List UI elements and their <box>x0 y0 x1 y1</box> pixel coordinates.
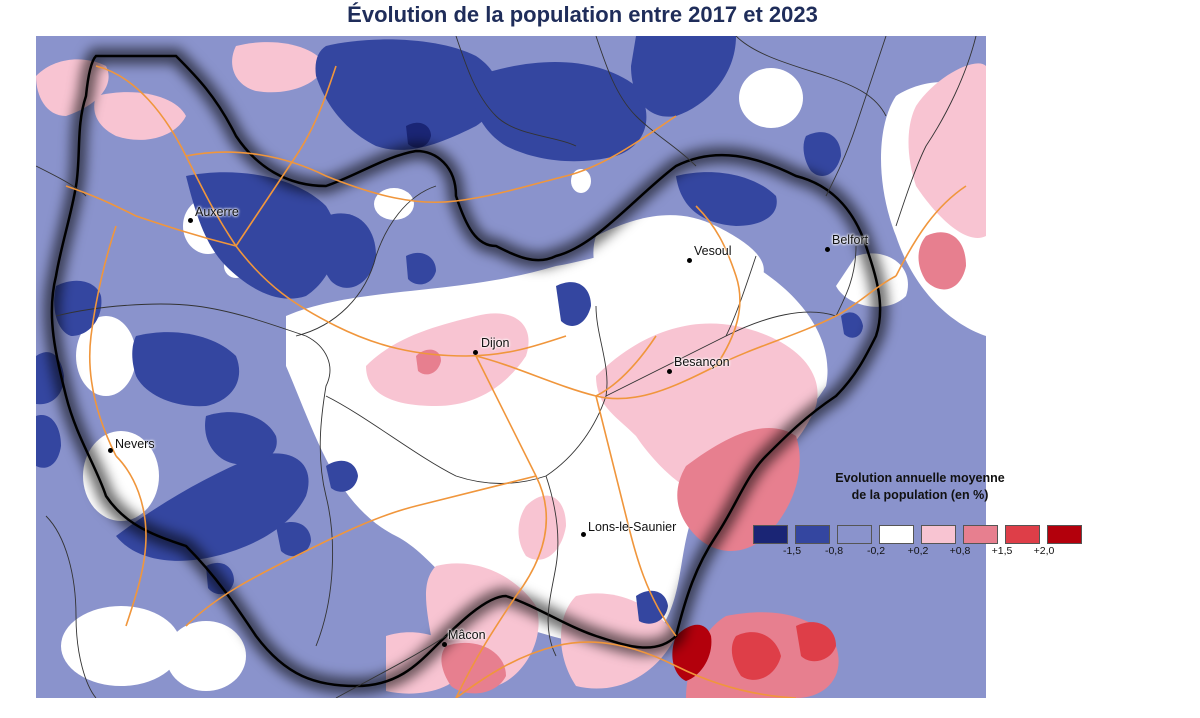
city-dot-nevers <box>108 448 113 453</box>
legend-tick-2: -0,8 <box>824 545 844 557</box>
legend-title: Evolution annuelle moyenne de la populat… <box>750 470 1090 504</box>
city-label-auxerre: Auxerre <box>195 205 239 219</box>
legend-tick-4: +0,2 <box>907 545 929 557</box>
department-borders <box>36 36 977 698</box>
region-outline <box>43 48 889 695</box>
city-dot-auxerre <box>188 218 193 223</box>
legend-title-line1: Evolution annuelle moyenne <box>835 471 1005 485</box>
population-map: Auxerre Dijon Vesoul Belfort Besançon Ne… <box>36 36 986 698</box>
legend-swatch-5 <box>921 525 956 544</box>
legend-title-line2: de la population (en %) <box>851 488 989 502</box>
city-dot-macon <box>442 642 447 647</box>
map-canvas <box>36 36 986 698</box>
legend-tick-1: -1,5 <box>782 545 802 557</box>
zones-strong-decline <box>36 36 863 624</box>
city-label-belfort: Belfort <box>832 233 869 247</box>
city-dot-dijon <box>473 350 478 355</box>
legend-tick-5: +0,8 <box>949 545 971 557</box>
zones-strong-growth <box>731 622 836 680</box>
legend-tick-7: +2,0 <box>1033 545 1055 557</box>
city-dot-besancon <box>667 369 672 374</box>
road-network <box>65 65 967 698</box>
city-label-macon: Mâcon <box>448 628 486 642</box>
legend-swatch-4 <box>879 525 914 544</box>
city-label-vesoul: Vesoul <box>694 244 732 258</box>
city-dot-belfort <box>825 247 830 252</box>
city-label-lons-le-saunier: Lons-le-Saunier <box>588 520 677 534</box>
legend-swatch-8 <box>1047 525 1082 544</box>
legend-swatch-7 <box>1005 525 1040 544</box>
legend-swatch-1 <box>753 525 788 544</box>
map-title: Évolution de la population entre 2017 et… <box>347 2 818 27</box>
city-label-besancon: Besançon <box>674 355 730 369</box>
zones-very-strong-decline <box>406 122 431 148</box>
legend-tick-3: -0,2 <box>866 545 886 557</box>
city-label-nevers: Nevers <box>115 437 155 451</box>
legend-swatch-3 <box>837 525 872 544</box>
legend-tick-6: +1,5 <box>991 545 1013 557</box>
city-dot-lons-le-saunier <box>581 532 586 537</box>
legend-swatch-6 <box>963 525 998 544</box>
city-dot-vesoul <box>687 258 692 263</box>
legend-swatch-2 <box>795 525 830 544</box>
city-label-dijon: Dijon <box>481 336 510 350</box>
